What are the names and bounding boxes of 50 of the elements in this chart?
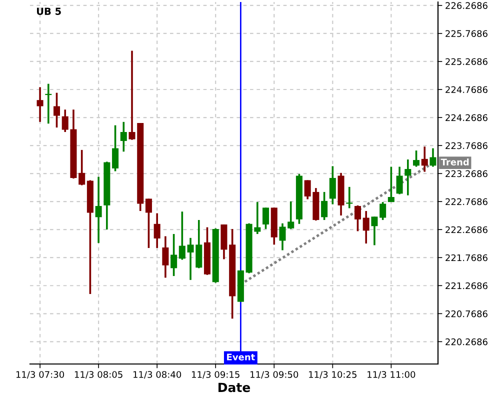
x-tick-label: 11/3 11:00 xyxy=(368,371,416,379)
x-tick-label: 11/3 08:05 xyxy=(74,371,122,379)
y-tick-label: 220.7686 xyxy=(446,310,488,318)
y-tick-label: 221.7686 xyxy=(446,254,488,262)
y-tick-label: 222.7686 xyxy=(446,198,488,206)
candlestick xyxy=(430,147,436,168)
candlestick xyxy=(120,121,127,153)
candlestick xyxy=(145,198,152,249)
candlestick xyxy=(396,166,403,196)
candlestick xyxy=(262,206,270,230)
chart-title: UB 5 xyxy=(37,8,61,15)
x-tick-label: 11/3 09:50 xyxy=(250,371,298,379)
candlestick xyxy=(154,212,160,249)
y-tick-label: 223.2686 xyxy=(446,170,488,178)
candlestick xyxy=(78,149,86,186)
candlestick xyxy=(95,176,102,244)
candlestick xyxy=(413,150,420,168)
y-tick-label: 224.2686 xyxy=(446,114,488,122)
candlestick xyxy=(36,86,44,123)
y-tick-label: 221.2686 xyxy=(446,282,488,290)
x-tick-label: 11/3 09:15 xyxy=(192,371,240,379)
candlestick xyxy=(45,82,52,125)
candlestick xyxy=(162,235,169,279)
candlestick xyxy=(346,186,353,210)
candlestick xyxy=(388,166,394,203)
y-tick-label: 224.7686 xyxy=(446,86,488,94)
x-tick-label: 11/3 10:25 xyxy=(309,371,356,379)
x-axis-title: Date xyxy=(218,382,250,392)
candlestick xyxy=(354,204,361,232)
candlestick xyxy=(362,210,370,244)
y-tick-label: 225.2686 xyxy=(446,58,488,66)
candlestick xyxy=(170,233,178,277)
x-tick-label: 11/3 07:30 xyxy=(16,371,64,379)
candlestick xyxy=(329,165,336,206)
candlestick xyxy=(53,92,60,128)
y-tick-label: 226.2686 xyxy=(446,2,488,9)
candlestick xyxy=(404,158,412,196)
candlestick xyxy=(178,210,186,261)
y-tick-label: 220.2686 xyxy=(446,338,488,346)
y-tick-label: 223.7686 xyxy=(446,142,488,150)
candlestick xyxy=(321,191,328,221)
candlestick xyxy=(371,216,378,246)
series-label: Trend xyxy=(440,158,469,166)
candlestick xyxy=(421,146,428,173)
y-tick-label: 225.7686 xyxy=(446,30,488,38)
x-tick-label: 11/3 08:40 xyxy=(133,371,182,379)
y-tick-label: 222.2686 xyxy=(446,226,488,234)
ref-line-label: Event xyxy=(227,354,255,360)
candlestick xyxy=(112,124,119,172)
candlestick xyxy=(380,201,386,221)
